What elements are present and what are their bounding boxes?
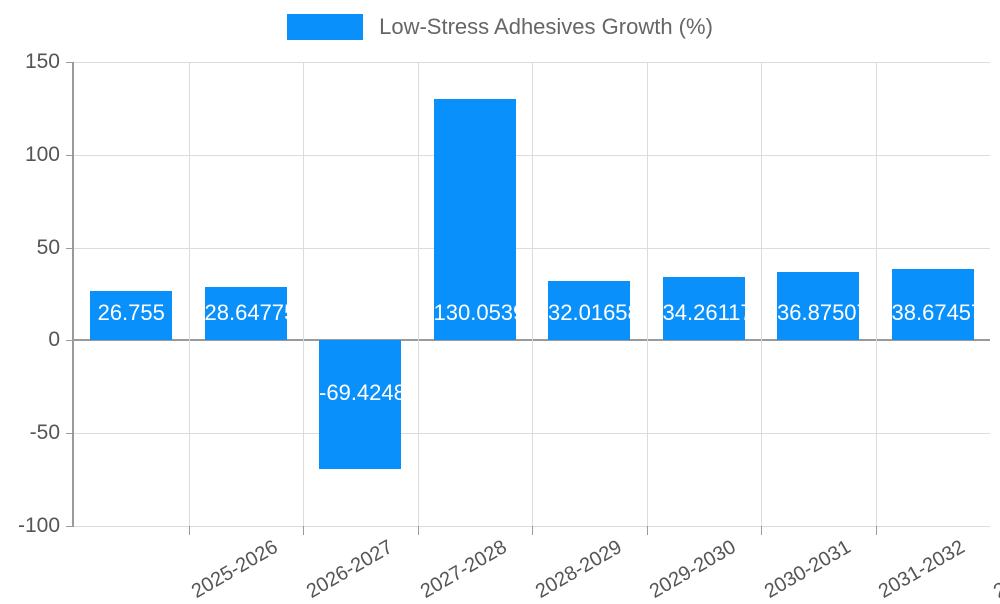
bar[interactable]: 34.261173 [662,276,745,341]
bar-value-label: 38.6745723 [891,300,974,326]
x-axis-tick-label: 2027-2028 [417,536,511,603]
x-axis-tick [303,526,304,535]
x-axis-tick-label: 2031-2032 [875,536,969,603]
y-axis-tick [66,526,74,527]
gridline-vertical [532,62,533,526]
x-axis-tick-label: 2026-2027 [302,536,397,603]
x-axis-tick [188,526,190,535]
bar[interactable]: 130.053914 [433,99,516,341]
bar[interactable]: 26.755 [90,290,173,341]
y-axis-tick-label: 150 [24,50,60,73]
x-axis-tick [532,526,533,535]
x-axis-tick [417,526,419,535]
gridline-vertical [417,62,419,526]
y-axis-tick [66,247,74,249]
bar-value-label: 130.053914 [433,300,516,326]
bar-value-label: -69.42486 [319,380,402,406]
chart-legend: Low-Stress Adhesives Growth (%) [0,14,1000,40]
bar-value-label: 36.8750726 [777,300,859,326]
x-axis-tick-label: 2025-2026 [188,536,282,603]
gridline-vertical [761,62,762,526]
x-axis-tick-label: 2029-2030 [646,536,740,603]
gridline-vertical [875,62,877,526]
y-axis-tick [66,433,74,435]
plot-area: 26.755 28.64775 -69.42486 130.053914 32.0165… [66,62,990,535]
x-axis-tick [761,526,762,535]
y-axis-tick [66,154,74,156]
x-axis-tick [875,526,877,535]
gridline-vertical [188,62,190,526]
bar-value-label: 32.01658 [548,300,630,326]
gridline-vertical [303,62,304,526]
bar[interactable]: 28.64775 [204,287,287,341]
x-axis-tick [646,526,648,535]
bar-value-label: 28.64775 [204,300,287,326]
bar-value-label: 26.755 [97,300,165,326]
x-axis-tick-label: 2028-2029 [531,536,626,603]
y-axis-tick-label: 100 [24,142,60,166]
bar[interactable]: 36.8750726 [777,271,860,341]
y-axis-tick-label: 0 [48,328,60,352]
y-axis-tick-label: 50 [36,235,60,259]
y-axis-tick-label: -50 [29,421,60,445]
y-axis-tick [66,340,74,342]
bar[interactable]: 32.01658 [548,280,631,341]
gridline-vertical [646,62,648,526]
legend-color-swatch [287,14,364,40]
bar-value-label: 34.261173 [662,300,745,326]
legend-label: Low-Stress Adhesives Growth (%) [379,14,713,39]
bar[interactable]: -69.42486 [319,340,402,470]
bar[interactable]: 38.6745723 [891,268,974,341]
x-axis-tick-label: 2032-2033 [989,536,1000,603]
y-axis-tick [66,62,74,63]
x-axis-tick-label: 2030-2031 [760,536,855,603]
y-axis-tick-label: -100 [17,514,60,537]
